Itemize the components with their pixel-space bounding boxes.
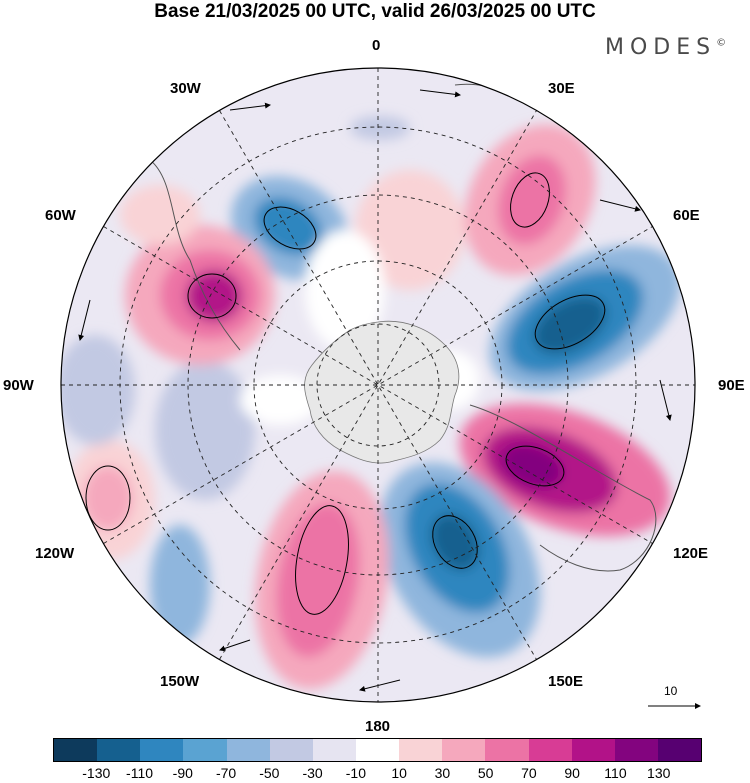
lon-label-120e: 120E [673, 545, 709, 562]
lon-label-30e: 30E [548, 80, 575, 97]
colorbar-tick-label: -90 [172, 765, 193, 781]
anomaly-cell-6 [150, 525, 210, 645]
anomaly-cell-0-inner [254, 197, 322, 255]
vortex-d [505, 445, 565, 487]
colorbar-swatch-8 [399, 739, 443, 761]
meridian-150 [219, 110, 537, 660]
streamline-7 [219, 639, 251, 652]
colorbar-tick-label: 50 [477, 765, 494, 781]
colorbar-tick-label: 30 [434, 765, 451, 781]
lon-label-150e: 150E [548, 673, 584, 690]
colorbar-tick-label: -70 [215, 765, 237, 781]
colorbar-tick-label: 70 [521, 765, 537, 781]
streamline-9 [359, 679, 401, 692]
vortex-a [263, 206, 317, 250]
antarctica-landmass [304, 320, 460, 464]
brand-text: MODES [605, 35, 717, 60]
streamline-4 [599, 199, 641, 212]
anomaly-cell-12 [120, 185, 200, 245]
meridian-60 [103, 226, 653, 544]
colorbar-swatch-2 [140, 739, 184, 761]
colorbar-tick-label: -130 [82, 765, 111, 781]
colorbar-swatch-10 [485, 739, 529, 761]
graticule [61, 68, 695, 702]
anomaly-cell-2-inner [533, 296, 607, 354]
meridian-120 [103, 226, 653, 544]
colorbar-swatch-14 [657, 739, 702, 761]
colorbar-swatch-9 [442, 739, 486, 761]
anomaly-cell-10-inner [186, 270, 242, 322]
streamline-8 [78, 299, 91, 341]
vortex-e [432, 515, 478, 569]
streamline-5 [659, 379, 672, 421]
colorbar-swatch-1 [97, 739, 141, 761]
anomaly-cell-11 [355, 170, 465, 290]
streamline-2 [229, 102, 271, 111]
colorbar-tick-label: -10 [345, 765, 366, 781]
vortex-h [85, 465, 131, 531]
australia-coast [469, 404, 657, 572]
lon-label-150w: 150W [160, 673, 200, 690]
colorbar-swatch-3 [183, 739, 227, 761]
colorbar-swatch-13 [614, 739, 658, 761]
colorbar-swatch-4 [226, 739, 270, 761]
anomaly-cell-9 [61, 335, 135, 445]
map-border [60, 67, 696, 703]
anomaly-cell-5-inner [276, 502, 360, 658]
colorbar-ticks: -130 -110 -90 -70 -50 -30 -10 10 30 50 70 90 110 130 [0, 765, 750, 783]
colorbar-tick-label: 90 [564, 765, 580, 781]
colorbar-tick-label: -30 [302, 765, 323, 781]
vortex-g [510, 172, 550, 228]
colorbar-swatch-5 [269, 739, 313, 761]
vortex-b [187, 273, 237, 319]
colorbar-tick-label: 130 [647, 765, 671, 781]
vortex-f [295, 505, 349, 615]
map-title: Base 21/03/2025 00 UTC, valid 26/03/2025… [154, 1, 596, 22]
streamline-1 [99, 122, 141, 131]
vortex-c [534, 294, 606, 350]
lon-label-60e: 60E [673, 207, 700, 224]
colorbar-swatch-11 [528, 739, 572, 761]
modes-logo: MODES© [605, 35, 726, 60]
lon-label-30w: 30W [170, 80, 201, 97]
white-gap-1 [305, 230, 385, 350]
colorbar-tick-label: -50 [259, 765, 280, 781]
colorbar-swatch-12 [571, 739, 615, 761]
lon-label-90w: 90W [3, 377, 34, 394]
anomaly-cell-7-inner [83, 466, 133, 530]
colorbar [53, 738, 702, 762]
meridian-30 [219, 110, 537, 660]
lon-label-180: 180 [365, 718, 391, 735]
anomaly-cell-4-inner [430, 513, 480, 571]
colorbar-swatch-0 [54, 739, 98, 761]
colorbar-tick-label: 10 [391, 765, 407, 781]
lon-label-90e: 90E [718, 377, 745, 394]
colorbar-tick-label: -110 [126, 765, 154, 781]
colorbar-tick-label: 110 [604, 765, 627, 781]
white-gap-2 [240, 375, 320, 425]
anomaly-cell-8 [155, 360, 255, 500]
brand-mark: © [716, 37, 727, 49]
streamline-3 [419, 89, 461, 98]
lon-label-60w: 60W [45, 207, 76, 224]
reference-vector-label: 10 [664, 684, 678, 698]
anomaly-cell-13 [350, 116, 410, 140]
lon-label-0: 0 [372, 37, 381, 54]
colorbar-swatch-6 [312, 739, 356, 761]
lon-label-120w: 120W [35, 545, 75, 562]
south-america-coast [149, 159, 241, 351]
colorbar-swatch-7 [355, 739, 400, 761]
